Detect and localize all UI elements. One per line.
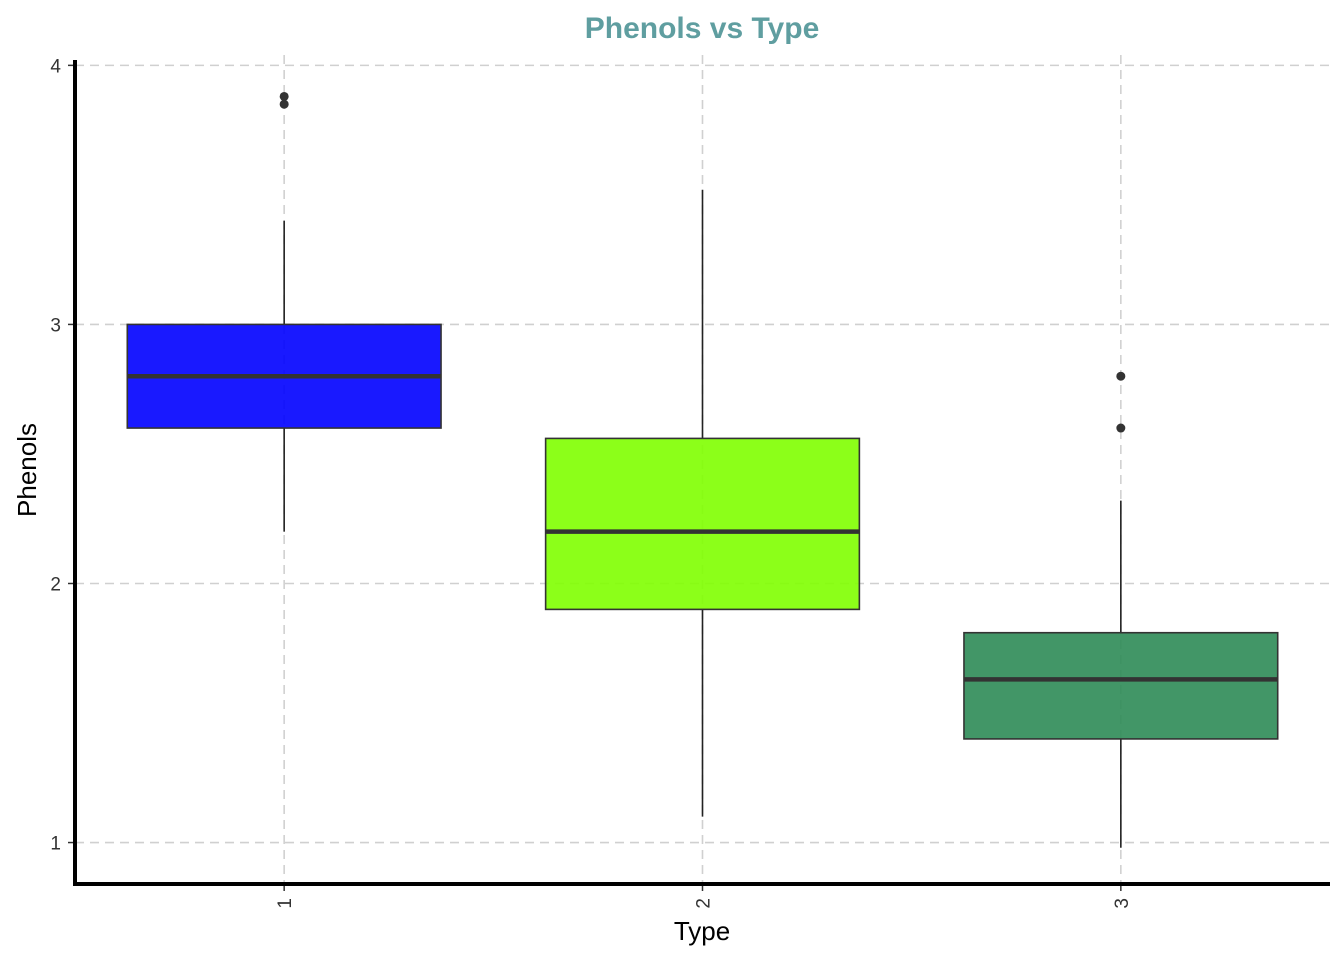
x-axis-label: Type [674,916,730,946]
y-tick-label: 4 [50,56,61,77]
y-tick-label: 2 [50,574,61,595]
chart-title: Phenols vs Type [585,12,820,45]
boxes [126,91,1279,848]
y-tick-label: 3 [50,315,61,336]
x-tick-label: 1 [275,898,296,909]
box [963,631,1279,740]
box-category-1 [126,91,442,532]
outlier-point [1116,371,1126,381]
box-category-3 [963,371,1279,848]
x-tick-label: 2 [694,898,715,909]
y-axis-label: Phenols [12,423,42,517]
box-category-2 [544,189,861,817]
y-tick-label: 1 [50,834,61,855]
outlier-point [1116,423,1126,433]
axes: 1 2 3 4 1 2 3 [50,56,1330,909]
box [544,437,861,611]
x-tick-label: 3 [1112,898,1133,909]
outlier-point [279,91,289,101]
outlier-point [279,99,289,109]
